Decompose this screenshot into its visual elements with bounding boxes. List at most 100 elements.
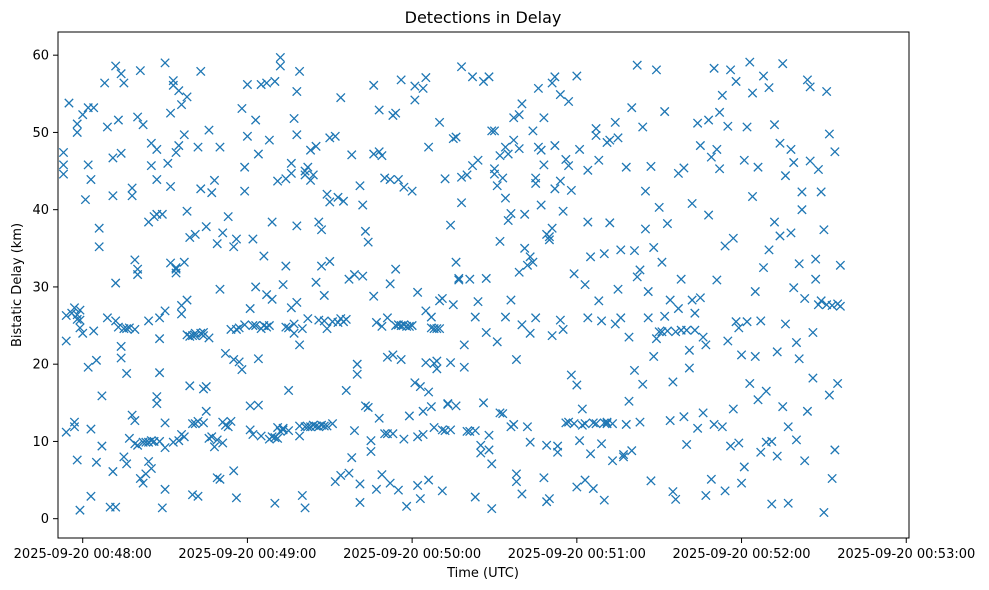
data-point <box>456 198 467 208</box>
data-point <box>635 417 645 427</box>
data-point <box>649 242 659 253</box>
data-point <box>341 385 351 396</box>
data-point <box>371 484 382 494</box>
data-point <box>451 257 461 267</box>
data-point <box>256 431 266 441</box>
data-point <box>607 419 618 429</box>
data-point <box>86 424 96 434</box>
data-point <box>786 144 796 155</box>
data-point <box>703 210 714 220</box>
data-point <box>374 413 384 423</box>
data-point <box>319 316 329 326</box>
data-point <box>102 122 113 132</box>
data-point <box>72 119 82 129</box>
data-point <box>714 164 725 174</box>
data-point <box>511 476 522 487</box>
data-point <box>108 466 118 477</box>
data-point <box>72 314 82 325</box>
data-point <box>827 300 837 311</box>
data-point <box>201 222 211 232</box>
data-point <box>294 340 305 350</box>
data-point <box>434 117 445 128</box>
data-point <box>445 425 456 435</box>
data-point <box>396 75 406 85</box>
x-tick-label: 2025-09-20 00:51:00 <box>508 547 646 562</box>
data-point <box>198 330 209 341</box>
data-point <box>525 437 535 447</box>
data-point <box>775 138 785 148</box>
data-point <box>338 196 349 206</box>
data-point <box>577 404 587 414</box>
data-point <box>577 420 587 430</box>
data-point <box>629 245 640 256</box>
data-point <box>635 265 645 275</box>
data-point <box>267 294 277 304</box>
data-point <box>709 419 719 430</box>
data-point <box>489 164 500 174</box>
data-point <box>613 133 623 143</box>
data-point <box>108 191 118 201</box>
y-tick-label: 60 <box>32 49 49 64</box>
data-point <box>160 418 170 428</box>
data-point <box>86 491 96 501</box>
data-point <box>220 348 231 359</box>
data-point <box>163 158 173 168</box>
data-point <box>179 257 189 267</box>
data-point <box>374 147 384 157</box>
data-point <box>121 459 132 469</box>
data-point <box>794 259 804 269</box>
data-point <box>366 436 376 446</box>
x-tick-label: 2025-09-20 00:50:00 <box>343 547 481 562</box>
data-point <box>75 315 85 325</box>
data-point <box>819 225 829 235</box>
data-point <box>583 165 593 175</box>
data-point <box>393 174 404 185</box>
data-point <box>520 243 530 253</box>
data-point <box>116 148 126 158</box>
data-point <box>218 438 228 448</box>
data-point <box>676 274 686 284</box>
data-point <box>130 255 140 265</box>
data-point <box>58 147 69 158</box>
data-point <box>470 492 480 502</box>
data-point <box>308 170 318 180</box>
data-point <box>116 69 126 79</box>
data-point <box>152 398 162 409</box>
plot-area <box>57 31 910 539</box>
data-point <box>204 125 214 135</box>
data-point <box>237 103 247 114</box>
data-point <box>399 182 409 192</box>
data-point <box>160 306 170 316</box>
data-point <box>245 303 255 314</box>
data-point <box>487 126 497 136</box>
data-point <box>547 223 557 233</box>
data-point <box>476 448 486 458</box>
data-point <box>558 324 568 335</box>
data-point <box>643 313 653 323</box>
data-point <box>550 72 560 82</box>
data-point <box>231 324 242 335</box>
data-point <box>407 186 417 196</box>
data-point <box>764 82 774 93</box>
data-point <box>322 323 332 334</box>
data-point <box>358 200 368 210</box>
data-point <box>308 420 318 430</box>
data-point <box>341 314 351 325</box>
data-point <box>385 478 395 488</box>
data-point <box>794 354 804 364</box>
data-point <box>61 310 71 321</box>
data-point <box>196 66 206 77</box>
data-point <box>272 176 283 186</box>
data-point <box>723 336 733 346</box>
data-point <box>146 160 156 171</box>
data-point <box>176 99 187 110</box>
data-point <box>764 245 774 255</box>
x-tick-label: 2025-09-20 00:48:00 <box>14 547 152 562</box>
data-point <box>574 436 585 446</box>
data-point <box>731 76 741 87</box>
data-point <box>418 406 428 416</box>
x-tick-label: 2025-09-20 00:53:00 <box>837 547 975 562</box>
data-point <box>684 345 695 355</box>
data-point <box>179 432 189 442</box>
